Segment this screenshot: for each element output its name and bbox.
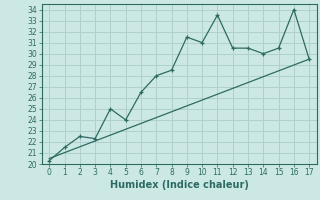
X-axis label: Humidex (Indice chaleur): Humidex (Indice chaleur) <box>110 180 249 190</box>
